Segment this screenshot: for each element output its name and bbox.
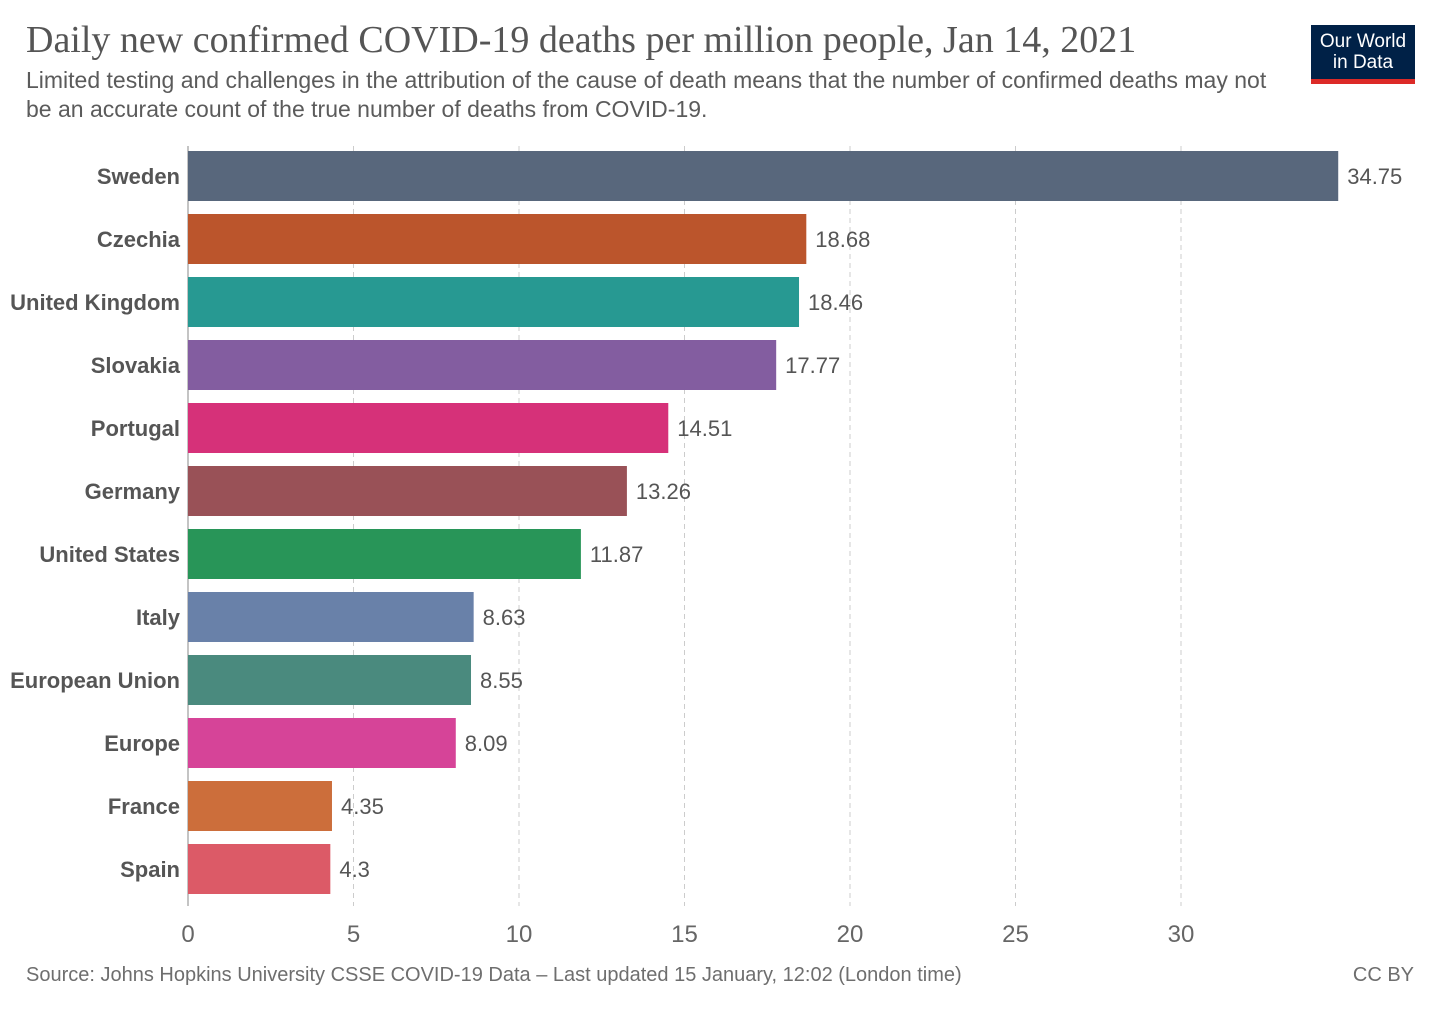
x-tick-label: 0 (181, 921, 194, 948)
category-label[interactable]: Czechia (97, 227, 181, 252)
bar[interactable] (188, 340, 777, 390)
value-label: 8.55 (480, 668, 523, 693)
x-tick-label: 10 (506, 921, 533, 948)
x-tick-label: 25 (1002, 921, 1029, 948)
category-label[interactable]: Italy (136, 605, 181, 630)
value-label: 4.35 (341, 794, 384, 819)
chart-subtitle: Limited testing and challenges in the at… (26, 67, 1267, 122)
value-label: 8.63 (483, 605, 526, 630)
bar[interactable] (188, 529, 581, 579)
category-label[interactable]: United Kingdom (10, 290, 180, 315)
value-label: 11.87 (590, 542, 643, 567)
value-label: 14.51 (677, 416, 732, 441)
category-label[interactable]: Germany (85, 479, 181, 504)
value-label: 18.68 (815, 227, 870, 252)
bar[interactable] (188, 403, 669, 453)
category-label[interactable]: European Union (10, 668, 180, 693)
category-label[interactable]: Portugal (91, 416, 180, 441)
license-link[interactable]: CC BY (1352, 964, 1414, 986)
bar[interactable] (188, 151, 1339, 201)
category-label[interactable]: Slovakia (91, 353, 181, 378)
bar[interactable] (188, 277, 800, 327)
value-label: 13.26 (636, 479, 691, 504)
logo-line-1: Our World (1319, 31, 1407, 52)
bar[interactable] (188, 466, 627, 516)
bar[interactable] (188, 592, 474, 642)
category-label[interactable]: Europe (104, 731, 180, 756)
bar[interactable] (188, 844, 331, 894)
x-tick-label: 5 (347, 921, 360, 948)
value-label: 4.3 (339, 857, 370, 882)
category-label[interactable]: Spain (120, 857, 180, 882)
category-label[interactable]: Sweden (97, 164, 180, 189)
x-tick-label: 30 (1168, 921, 1195, 948)
value-label: 17.77 (785, 353, 840, 378)
x-tick-label: 15 (671, 921, 698, 948)
owid-logo[interactable]: Our World in Data (1311, 25, 1415, 84)
chart-title: Daily new confirmed COVID-19 deaths per … (26, 19, 1137, 61)
bar[interactable] (188, 718, 456, 768)
value-label: 8.09 (465, 731, 508, 756)
bar-chart: 0 5 10 15 20 25 30 Sweden 34.75 Czechia 18.68 Unite… (10, 146, 1402, 948)
category-label[interactable]: France (108, 794, 180, 819)
category-label[interactable]: United States (39, 542, 180, 567)
value-label: 18.46 (808, 290, 863, 315)
bar[interactable] (188, 214, 807, 264)
value-label: 34.75 (1347, 164, 1402, 189)
source-note: Source: Johns Hopkins University CSSE CO… (26, 964, 962, 986)
bar[interactable] (188, 781, 332, 831)
bar[interactable] (188, 655, 472, 705)
x-tick-label: 20 (837, 921, 864, 948)
logo-line-2: in Data (1332, 52, 1394, 73)
